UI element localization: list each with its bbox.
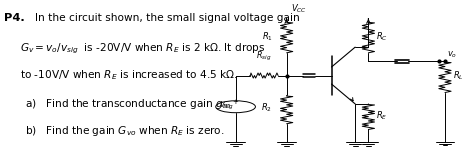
Text: a)   Find the transconductance gain $g_m$: a) Find the transconductance gain $g_m$ [25, 97, 231, 111]
Text: +: + [233, 99, 238, 105]
Text: $V_{CC}$: $V_{CC}$ [292, 2, 307, 15]
Text: $R_L$: $R_L$ [453, 70, 463, 82]
Text: b)   Find the gain $G_{vo}$ when $R_E$ is zero.: b) Find the gain $G_{vo}$ when $R_E$ is … [25, 124, 225, 138]
Text: $G_v = v_o/ v_{sig}$  is -20V/V when $R_E$ is 2 k$\Omega$. It drops: $G_v = v_o/ v_{sig}$ is -20V/V when $R_E… [19, 41, 265, 56]
Text: $R_1$: $R_1$ [262, 30, 273, 43]
Text: $v_o$: $v_o$ [447, 49, 457, 60]
Text: $v_{sig}$: $v_{sig}$ [219, 101, 233, 112]
Text: $R_E$: $R_E$ [376, 110, 387, 122]
Text: $R_2$: $R_2$ [262, 101, 273, 114]
Text: $R_{sig}$: $R_{sig}$ [256, 50, 272, 63]
Text: $R_C$: $R_C$ [376, 30, 388, 43]
Text: P4.: P4. [4, 13, 25, 23]
Text: In the circuit shown, the small signal voltage gain: In the circuit shown, the small signal v… [35, 13, 300, 23]
Text: to -10V/V when $R_E$ is increased to 4.5 k$\Omega$.: to -10V/V when $R_E$ is increased to 4.5… [19, 68, 237, 82]
